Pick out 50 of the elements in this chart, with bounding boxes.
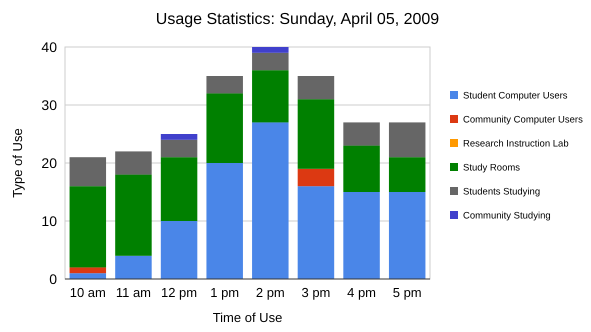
- legend-label: Community Studying: [463, 210, 551, 222]
- bar: [160, 157, 198, 221]
- bar: [160, 134, 198, 140]
- bar: [252, 122, 289, 279]
- bar: [70, 186, 106, 268]
- x-tick-label: 12 pm: [160, 285, 198, 300]
- bar: [206, 76, 243, 94]
- x-tick-label: 5 pm: [392, 285, 422, 300]
- y-tick-label: 0: [49, 270, 58, 287]
- bar: [115, 151, 152, 175]
- bar: [388, 122, 426, 158]
- x-tick-label: 3 pm: [301, 285, 330, 300]
- bar: [298, 76, 334, 100]
- x-tick-label: 1 pm: [210, 285, 240, 300]
- bar: [70, 157, 106, 186]
- bar: [70, 267, 106, 274]
- bar: [343, 192, 380, 279]
- legend-label: Students Studying: [463, 186, 540, 198]
- legend-label: Student Computer Users: [463, 90, 568, 102]
- bar: [160, 221, 198, 279]
- bar: [252, 47, 289, 53]
- chart-title: Usage Statistics: Sunday, April 05, 2009: [156, 11, 440, 28]
- legend-label: Study Rooms: [463, 162, 520, 174]
- bar: [298, 99, 334, 169]
- bar: [206, 93, 243, 163]
- bar: [343, 122, 380, 146]
- x-axis-title: Time of Use: [212, 310, 282, 325]
- legend-label: Community Computer Users: [463, 114, 584, 126]
- bar: [388, 157, 426, 192]
- y-tick-label: 30: [41, 96, 58, 113]
- bar: [252, 52, 289, 70]
- x-tick-label: 4 pm: [347, 285, 376, 300]
- bar: [160, 140, 198, 158]
- legend-label: Research Instruction Lab: [463, 138, 569, 150]
- x-tick-label: 11 am: [116, 285, 152, 300]
- y-tick-label: 10: [41, 212, 58, 229]
- x-tick-label: 10 am: [70, 285, 106, 300]
- bar: [206, 163, 243, 279]
- bar: [115, 256, 152, 279]
- bar: [115, 174, 152, 256]
- y-axis-title: Type of Use: [10, 128, 25, 198]
- bar: [70, 273, 106, 279]
- bar: [252, 70, 289, 122]
- bar: [298, 168, 334, 186]
- y-tick-label: 40: [41, 38, 58, 55]
- x-tick-label: 2 pm: [256, 285, 285, 300]
- bar: [388, 192, 426, 279]
- bar: [343, 146, 380, 192]
- bar: [298, 186, 334, 279]
- y-tick-label: 20: [41, 154, 58, 171]
